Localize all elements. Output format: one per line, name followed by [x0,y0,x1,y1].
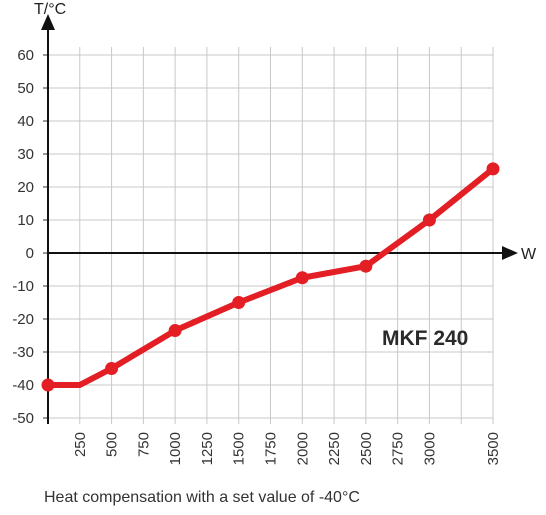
y-tick-label: -50 [12,410,34,427]
data-point [168,324,182,338]
grid [48,47,494,424]
y-axis-label: T/°C [34,1,66,18]
tick-labels: 60 50 40 30 20 10 0 -10 -20 -30 -40 -50 250 500 750 100… [12,47,502,465]
x-tick-label: 1500 [231,432,248,465]
x-tick-label: 1000 [167,432,184,465]
x-tick-label: 3500 [485,432,502,465]
data-point [41,378,55,392]
x-tick-label: 500 [104,432,121,457]
x-axis-label: W [521,246,537,263]
x-tick-label: 1750 [263,432,280,465]
x-tick-label: 250 [72,432,89,457]
data-point [359,259,373,273]
y-tick-label: -20 [12,311,34,328]
data-point [105,362,119,375]
y-tick-label: 60 [17,47,34,64]
y-axis-arrow [41,14,55,30]
model-annotation: MKF 240 [382,327,468,350]
data-point [232,296,246,309]
data-point [486,162,500,176]
data-series [41,162,500,392]
axes [41,14,518,424]
data-point [295,271,309,285]
y-tick-label: 30 [17,146,34,163]
y-tick-label: 0 [26,245,34,262]
x-tick-label: 3000 [421,432,438,465]
y-tick-label: 40 [17,113,34,130]
x-tick-label: 1250 [199,432,216,465]
x-tick-label: 750 [135,432,152,457]
data-point [422,213,436,227]
x-tick-label: 2750 [390,432,407,465]
y-tick-label: 20 [17,179,34,196]
y-tick-label: -30 [12,344,34,361]
x-tick-label: 2250 [326,432,343,465]
y-tick-label: 10 [17,212,34,229]
y-tick-label: -40 [12,377,34,394]
chart-caption: Heat compensation with a set value of -4… [44,489,360,506]
x-tick-label: 2000 [294,432,311,465]
y-tick-label: -10 [12,278,34,295]
y-tick-label: 50 [17,80,34,97]
x-axis-arrow [502,246,518,260]
x-tick-label: 2500 [358,432,375,465]
